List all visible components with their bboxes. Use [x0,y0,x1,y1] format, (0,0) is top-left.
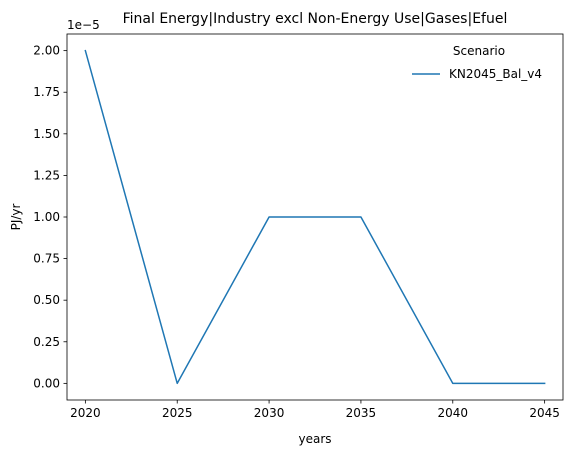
axes-frame [66,33,564,401]
x-tick-label: 2035 [346,406,377,420]
y-tick-label: 0.00 [33,376,60,390]
axis-ticks: 2020 2025 2030 2035 2040 2045 0.00 0.25 0.50 0.75… [33,44,560,420]
y-tick-label: 0.50 [33,293,60,307]
y-tick-label: 0.25 [33,335,60,349]
x-tick-label: 2020 [70,406,101,420]
y-tick-label: 1.75 [33,85,60,99]
legend-item-label: KN2045_Bal_v4 [449,67,542,81]
series-line [84,49,546,385]
plot-lines [84,49,546,385]
y-offset-label: 1e−5 [67,18,100,32]
x-tick-label: 2045 [529,406,560,420]
chart-title: Final Energy|Industry excl Non-Energy Us… [123,11,508,27]
y-tick-label: 1.25 [33,168,60,182]
y-axis-label: PJ/yr [9,204,23,231]
x-axis-label: years [298,432,331,446]
legend: Scenario KN2045_Bal_v4 [412,44,542,81]
y-tick-label: 0.75 [33,252,60,266]
y-tick-label: 1.50 [33,127,60,141]
y-tick-label: 2.00 [33,44,60,58]
y-tick-label: 1.00 [33,210,60,224]
x-tick-label: 2030 [254,406,285,420]
x-tick-label: 2025 [162,406,193,420]
legend-title: Scenario [453,44,505,58]
x-tick-label: 2040 [438,406,469,420]
